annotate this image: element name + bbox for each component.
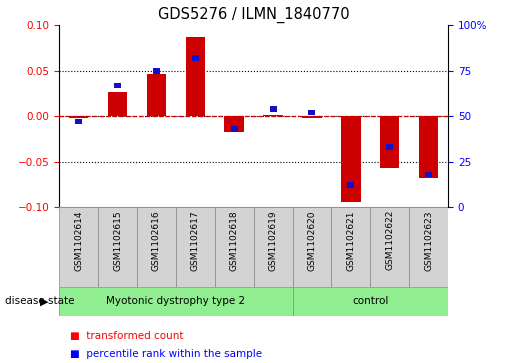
Text: ■  percentile rank within the sample: ■ percentile rank within the sample <box>70 349 262 359</box>
Title: GDS5276 / ILMN_1840770: GDS5276 / ILMN_1840770 <box>158 7 350 23</box>
Bar <box>147 74 166 116</box>
Bar <box>370 207 409 287</box>
Bar <box>215 207 253 287</box>
Bar <box>185 37 205 116</box>
Bar <box>114 82 121 88</box>
Bar <box>59 287 293 316</box>
Text: disease state: disease state <box>5 296 75 306</box>
Bar <box>386 144 393 150</box>
Text: Myotonic dystrophy type 2: Myotonic dystrophy type 2 <box>106 296 246 306</box>
Bar <box>293 207 332 287</box>
Text: GSM1102614: GSM1102614 <box>74 210 83 270</box>
Bar <box>425 171 432 177</box>
Bar <box>263 115 283 116</box>
Bar <box>137 207 176 287</box>
Bar <box>192 55 199 61</box>
Text: ■  transformed count: ■ transformed count <box>70 331 183 341</box>
Bar <box>59 207 98 287</box>
Bar <box>302 116 322 118</box>
Bar <box>332 207 370 287</box>
Bar <box>308 110 316 115</box>
Bar <box>347 182 354 188</box>
Text: ▶: ▶ <box>40 296 49 306</box>
Bar <box>293 287 448 316</box>
Text: GSM1102623: GSM1102623 <box>424 210 433 270</box>
Bar <box>380 116 400 168</box>
Bar <box>98 207 137 287</box>
Text: GSM1102617: GSM1102617 <box>191 210 200 271</box>
Bar <box>231 126 238 131</box>
Bar <box>419 116 438 178</box>
Text: GSM1102621: GSM1102621 <box>347 210 355 270</box>
Bar <box>153 68 160 73</box>
Text: control: control <box>352 296 388 306</box>
Bar <box>269 106 277 112</box>
Text: GSM1102619: GSM1102619 <box>269 210 278 271</box>
Bar <box>108 92 127 116</box>
Bar <box>409 207 448 287</box>
Bar <box>341 116 360 202</box>
Bar <box>253 207 293 287</box>
Text: GSM1102618: GSM1102618 <box>230 210 238 271</box>
Bar <box>225 116 244 132</box>
Text: GSM1102615: GSM1102615 <box>113 210 122 271</box>
Text: GSM1102622: GSM1102622 <box>385 210 394 270</box>
Text: GSM1102616: GSM1102616 <box>152 210 161 271</box>
Text: GSM1102620: GSM1102620 <box>307 210 316 270</box>
Bar <box>69 116 89 118</box>
Bar <box>75 119 82 124</box>
Bar <box>176 207 215 287</box>
